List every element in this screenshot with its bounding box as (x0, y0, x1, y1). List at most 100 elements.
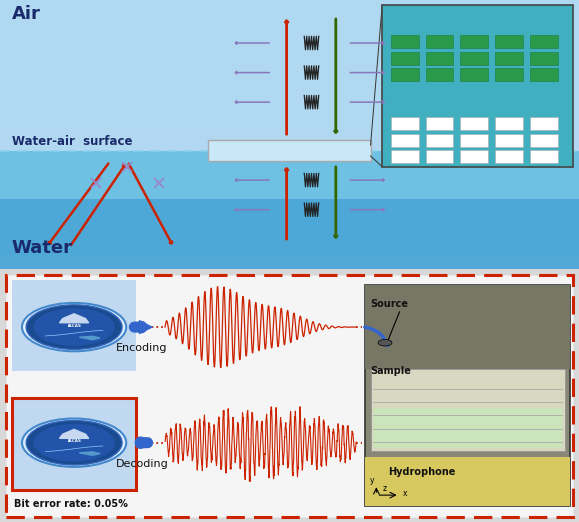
Bar (0, 7, 579, 15)
Text: Sample: Sample (371, 365, 412, 376)
Bar (0, 276, 579, 279)
Bar (426, 35, 453, 49)
Bar (391, 52, 419, 65)
Bar (382, 5, 573, 167)
Bar (365, 286, 570, 506)
Bar (460, 52, 488, 65)
Bar (530, 117, 558, 130)
Bar (426, 150, 453, 163)
Circle shape (34, 308, 115, 346)
Bar (0, 53, 579, 60)
Circle shape (34, 424, 115, 461)
Bar (0, 121, 579, 128)
FancyBboxPatch shape (6, 275, 573, 517)
Bar (530, 52, 558, 65)
Bar (0, 113, 579, 121)
Circle shape (378, 339, 392, 346)
Bar (530, 134, 558, 147)
Bar (0, 136, 579, 143)
Bar (0, 75, 579, 83)
Bar (0, 60, 579, 68)
Bar (495, 52, 523, 65)
Bar (530, 35, 558, 49)
Text: x: x (402, 490, 407, 499)
Bar (0, 253, 579, 256)
Circle shape (22, 419, 126, 467)
Circle shape (22, 303, 126, 351)
Bar (371, 369, 565, 451)
Bar (426, 52, 453, 65)
Bar (391, 134, 419, 147)
Text: Water: Water (12, 239, 72, 257)
Bar (0, 266, 579, 269)
Bar (0, 45, 579, 53)
Bar (0, 256, 579, 259)
Bar (208, 140, 371, 161)
Bar (365, 457, 570, 506)
Bar (0, 105, 579, 113)
Bar (0, 38, 579, 45)
Circle shape (26, 305, 122, 349)
Bar (426, 117, 453, 130)
Text: IACAS: IACAS (67, 324, 81, 328)
Text: Bit error rate: 0.05%: Bit error rate: 0.05% (14, 499, 129, 509)
Text: Encoding: Encoding (116, 343, 167, 353)
Bar (0, 98, 579, 105)
Bar (460, 134, 488, 147)
Bar (0, 272, 579, 276)
Bar (460, 150, 488, 163)
Bar (0, 263, 579, 266)
Bar (0, 90, 579, 98)
Bar (365, 286, 570, 369)
Bar (391, 150, 419, 163)
Text: Water-air  surface: Water-air surface (12, 135, 132, 148)
Bar (391, 35, 419, 49)
Bar (12, 398, 136, 490)
Bar (495, 117, 523, 130)
Bar (0, 22, 579, 30)
Circle shape (26, 420, 122, 465)
Bar (495, 68, 523, 81)
Bar (391, 68, 419, 81)
Bar (134, 324, 144, 330)
Bar (0, 143, 579, 150)
Bar (0, 128, 579, 136)
Polygon shape (60, 314, 89, 323)
Bar (0, 150, 579, 269)
Text: z: z (382, 484, 386, 493)
Bar (495, 35, 523, 49)
Polygon shape (79, 452, 100, 455)
Bar (0, 279, 579, 282)
Bar (0, 68, 579, 75)
Text: Hydrophone: Hydrophone (388, 467, 455, 477)
Bar (0, 259, 579, 263)
Text: y: y (369, 476, 374, 485)
Bar (0, 0, 579, 150)
Bar (530, 150, 558, 163)
Text: IACAS: IACAS (67, 440, 81, 444)
Bar (460, 35, 488, 49)
Bar (0, 150, 579, 199)
FancyArrow shape (136, 319, 153, 335)
Bar (530, 68, 558, 81)
Bar (0, 282, 579, 286)
Bar (391, 117, 419, 130)
Bar (0, 15, 579, 22)
Polygon shape (60, 430, 89, 438)
Polygon shape (79, 336, 100, 340)
Bar (460, 117, 488, 130)
Bar (426, 134, 453, 147)
Bar (12, 280, 136, 372)
Bar (495, 134, 523, 147)
Text: Air: Air (12, 5, 41, 23)
Text: Source: Source (371, 300, 409, 310)
Text: Decoding: Decoding (115, 459, 168, 469)
Bar (0, 0, 579, 7)
Bar (460, 68, 488, 81)
Bar (0, 30, 579, 38)
Bar (0, 83, 579, 90)
Bar (495, 150, 523, 163)
Bar (0, 269, 579, 272)
Bar (426, 68, 453, 81)
Bar (373, 408, 562, 448)
